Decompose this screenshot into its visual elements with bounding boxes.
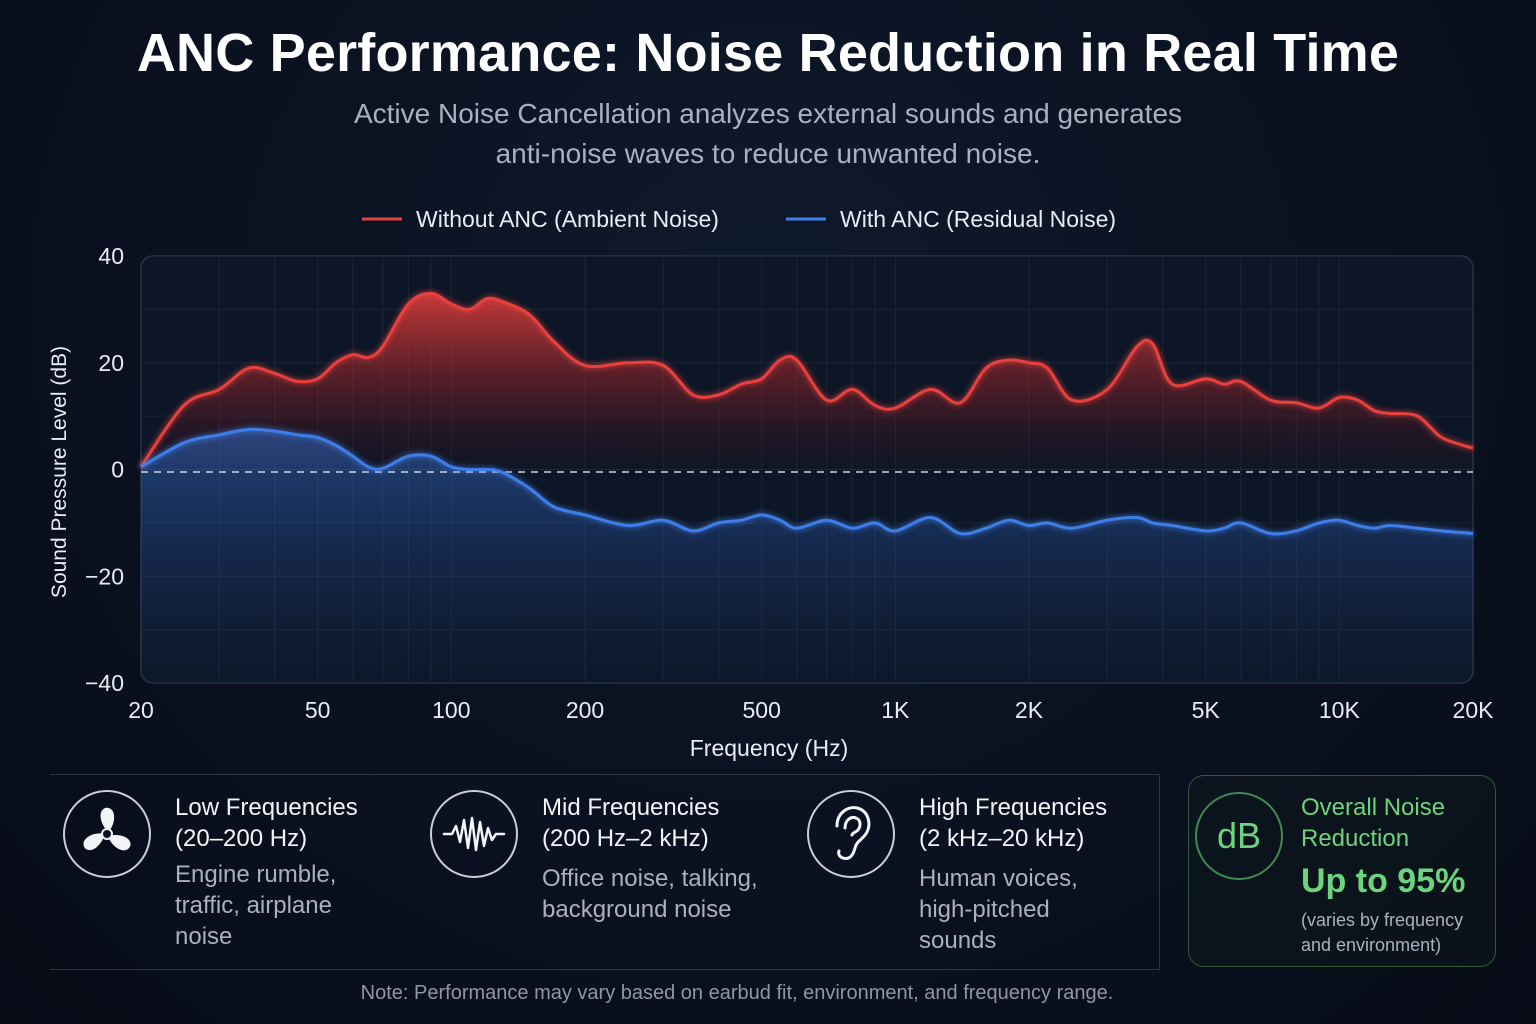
card-title: Mid Frequencies (200 Hz–2 kHz)	[542, 792, 782, 854]
line-with-anc	[140, 427, 1474, 536]
x-tick-label: 1K	[881, 697, 910, 723]
summary-title-line: Overall Noise	[1301, 794, 1446, 821]
line-without-anc	[139, 291, 1474, 468]
card-description: Engine rumble, traffic, airplane noise	[175, 859, 415, 952]
x-tick-label: 500	[742, 697, 780, 723]
area-with-anc	[141, 429, 1473, 683]
y-tick-label: 20	[98, 350, 124, 376]
card-desc-line: noise	[175, 923, 233, 950]
x-tick-label: 5K	[1192, 697, 1221, 723]
y-tick-label: 0	[111, 457, 124, 483]
page-title: ANC Performance: Noise Reduction in Real…	[136, 23, 1400, 83]
summary-note-line: and environment)	[1301, 935, 1442, 955]
card-desc-line: background noise	[542, 896, 732, 923]
card-desc-line: high-pitched	[919, 896, 1050, 923]
subtitle-line: anti-noise waves to reduce unwanted nois…	[495, 138, 1041, 169]
footer-note: Note: Performance may vary based on earb…	[360, 982, 1114, 1004]
frequency-bands-panel	[50, 774, 1160, 970]
series-areas	[141, 293, 1473, 683]
card-desc-line: traffic, airplane	[175, 892, 332, 919]
y-tick-label: −20	[85, 563, 124, 589]
x-tick-label: 200	[566, 697, 604, 723]
series-lines	[139, 291, 1474, 536]
x-tick-label: 20	[128, 697, 154, 723]
card-title: Low Frequencies (20–200 Hz)	[175, 792, 415, 854]
x-tick-label: 2K	[1015, 697, 1044, 723]
legend: Without ANC (Ambient Noise) With ANC (Re…	[362, 206, 1116, 232]
card-title-line: High Frequencies	[919, 794, 1108, 821]
card-title-line: (2 kHz–20 kHz)	[919, 825, 1085, 852]
summary-value: Up to 95%	[1301, 862, 1466, 900]
card-desc-line: Office noise, talking,	[542, 865, 758, 892]
card-desc-line: Human voices,	[919, 865, 1078, 892]
x-tick-label: 20K	[1453, 697, 1495, 723]
db-badge-icon: dB	[1195, 792, 1283, 880]
card-title-line: (20–200 Hz)	[175, 825, 308, 852]
legend-label-with-anc: With ANC (Residual Noise)	[840, 206, 1116, 232]
card-description: Human voices, high-pitched sounds	[919, 863, 1159, 956]
y-tick-label: 40	[98, 243, 124, 269]
summary-title: Overall Noise Reduction	[1301, 792, 1491, 854]
overall-reduction-card: dB Overall Noise Reduction Up to 95% (va…	[1188, 775, 1496, 967]
card-desc-line: Engine rumble,	[175, 861, 337, 888]
legend-label-without-anc: Without ANC (Ambient Noise)	[416, 206, 719, 232]
x-tick-label: 100	[432, 697, 470, 723]
y-tick-label: −40	[85, 670, 124, 696]
x-axis-label: Frequency (Hz)	[690, 735, 848, 761]
waveform-icon	[430, 790, 518, 878]
card-title-line: Low Frequencies	[175, 794, 358, 821]
card-title-line: (200 Hz–2 kHz)	[542, 825, 709, 852]
card-title-line: Mid Frequencies	[542, 794, 720, 821]
card-desc-line: sounds	[919, 927, 997, 954]
card-title: High Frequencies (2 kHz–20 kHz)	[919, 792, 1159, 854]
summary-title-line: Reduction	[1301, 825, 1410, 852]
x-tick-label: 50	[305, 697, 331, 723]
area-without-anc	[141, 293, 1473, 470]
ear-icon	[807, 790, 895, 878]
x-tick-label: 10K	[1319, 697, 1361, 723]
fan-icon	[63, 790, 151, 878]
y-axis-label: Sound Pressure Level (dB)	[48, 346, 71, 598]
subtitle-line: Active Noise Cancellation analyzes exter…	[353, 98, 1183, 129]
card-description: Office noise, talking, background noise	[542, 863, 782, 925]
summary-note: (varies by frequency and environment)	[1301, 908, 1491, 958]
summary-note-line: (varies by frequency	[1301, 910, 1464, 930]
page-subtitle: Active Noise Cancellation analyzes exter…	[268, 94, 1268, 174]
